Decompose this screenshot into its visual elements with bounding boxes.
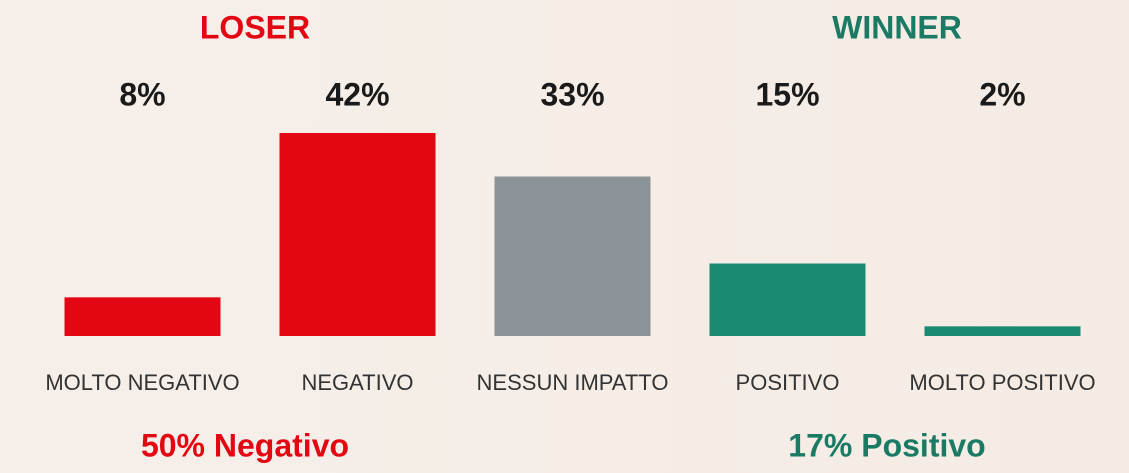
bar	[495, 177, 651, 337]
x-tick-label: NEGATIVO	[301, 370, 413, 395]
annotation: LOSER	[200, 9, 310, 45]
x-tick-label: NESSUN IMPATTO	[477, 370, 669, 395]
bar	[925, 326, 1081, 336]
value-label: 8%	[119, 76, 165, 112]
x-tick-label: MOLTO NEGATIVO	[45, 370, 239, 395]
value-label: 42%	[325, 76, 389, 112]
value-label: 15%	[755, 76, 819, 112]
x-tick-label: MOLTO POSITIVO	[909, 370, 1095, 395]
chart: 8% MOLTO NEGATIVO 42% NEGATIVO 33% NESSUN IMP…	[0, 0, 1129, 473]
value-label: 33%	[540, 76, 604, 112]
annotation: 17% Positivo	[788, 427, 985, 463]
annotation: 50% Negativo	[141, 427, 349, 463]
bar	[65, 297, 221, 336]
bar	[710, 264, 866, 337]
x-tick-label: POSITIVO	[736, 370, 840, 395]
value-label: 2%	[979, 76, 1025, 112]
bar	[280, 133, 436, 336]
annotation: WINNER	[832, 9, 962, 45]
